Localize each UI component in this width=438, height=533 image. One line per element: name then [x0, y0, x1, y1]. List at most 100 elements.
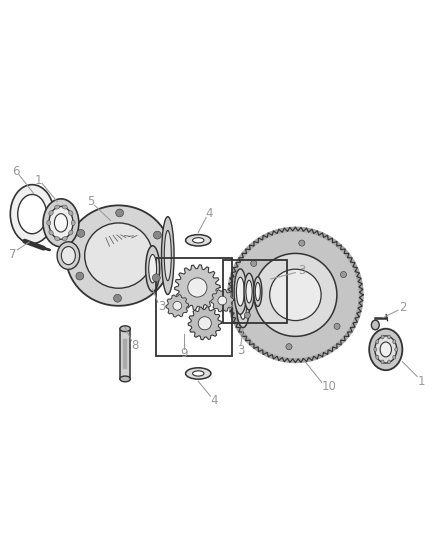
Ellipse shape: [162, 217, 174, 295]
Text: 7: 7: [9, 248, 17, 261]
Ellipse shape: [55, 237, 60, 241]
Ellipse shape: [244, 273, 254, 310]
Ellipse shape: [120, 376, 131, 382]
Ellipse shape: [186, 235, 211, 246]
Text: 9: 9: [180, 348, 188, 360]
Circle shape: [270, 269, 321, 320]
Circle shape: [340, 271, 346, 278]
Polygon shape: [254, 238, 261, 244]
Polygon shape: [295, 359, 301, 362]
Ellipse shape: [18, 195, 46, 234]
Ellipse shape: [186, 368, 211, 379]
Polygon shape: [228, 300, 232, 306]
Polygon shape: [233, 320, 239, 327]
Polygon shape: [246, 245, 252, 252]
Polygon shape: [330, 345, 337, 352]
Polygon shape: [343, 334, 349, 341]
Ellipse shape: [376, 340, 379, 344]
Text: 3: 3: [237, 344, 244, 357]
Polygon shape: [326, 236, 332, 241]
Polygon shape: [339, 245, 345, 252]
Text: 5: 5: [88, 196, 95, 208]
Polygon shape: [229, 278, 233, 284]
Polygon shape: [279, 228, 285, 233]
Ellipse shape: [85, 223, 152, 288]
Circle shape: [153, 231, 161, 239]
Circle shape: [244, 312, 251, 318]
Ellipse shape: [120, 326, 131, 332]
Polygon shape: [339, 338, 345, 345]
Polygon shape: [352, 263, 357, 269]
Bar: [155, 258, 232, 356]
Polygon shape: [356, 311, 361, 317]
Circle shape: [173, 302, 182, 310]
Ellipse shape: [376, 355, 379, 359]
Polygon shape: [284, 228, 290, 232]
Polygon shape: [236, 325, 242, 332]
Ellipse shape: [62, 237, 67, 241]
Polygon shape: [352, 320, 357, 327]
Ellipse shape: [374, 348, 377, 351]
Polygon shape: [346, 253, 352, 260]
Ellipse shape: [395, 348, 398, 351]
Ellipse shape: [381, 335, 384, 339]
Polygon shape: [335, 241, 341, 248]
Ellipse shape: [237, 277, 244, 306]
Circle shape: [334, 324, 340, 329]
Polygon shape: [228, 284, 232, 289]
Ellipse shape: [55, 205, 60, 209]
Polygon shape: [258, 349, 265, 354]
Polygon shape: [230, 311, 235, 317]
Ellipse shape: [49, 206, 73, 239]
Ellipse shape: [237, 284, 250, 328]
Polygon shape: [211, 289, 233, 312]
Text: 10: 10: [322, 380, 337, 393]
Ellipse shape: [11, 184, 54, 244]
Polygon shape: [356, 273, 361, 279]
Polygon shape: [311, 356, 318, 360]
Polygon shape: [166, 295, 189, 317]
Polygon shape: [301, 228, 307, 232]
Polygon shape: [250, 342, 256, 348]
Polygon shape: [228, 289, 232, 295]
Ellipse shape: [254, 277, 262, 306]
Ellipse shape: [388, 335, 391, 339]
Ellipse shape: [246, 280, 252, 303]
Circle shape: [251, 260, 257, 266]
Text: 1: 1: [35, 174, 42, 187]
Ellipse shape: [393, 355, 396, 359]
Polygon shape: [231, 316, 237, 322]
Polygon shape: [231, 268, 237, 274]
Ellipse shape: [375, 336, 397, 363]
Ellipse shape: [240, 292, 247, 319]
Polygon shape: [250, 241, 256, 248]
Ellipse shape: [49, 211, 53, 215]
Polygon shape: [239, 253, 245, 260]
Circle shape: [188, 278, 207, 297]
Polygon shape: [290, 227, 295, 231]
Polygon shape: [242, 249, 248, 255]
Polygon shape: [301, 358, 307, 362]
Polygon shape: [354, 268, 360, 274]
Text: 8: 8: [131, 338, 139, 352]
Polygon shape: [273, 356, 280, 360]
Ellipse shape: [66, 205, 171, 306]
Polygon shape: [349, 325, 355, 332]
Polygon shape: [359, 289, 363, 295]
Polygon shape: [357, 278, 362, 284]
Ellipse shape: [193, 371, 204, 376]
Ellipse shape: [54, 214, 67, 232]
Text: 2: 2: [399, 301, 406, 314]
Circle shape: [198, 317, 212, 330]
Ellipse shape: [393, 340, 396, 344]
Ellipse shape: [57, 242, 80, 269]
Polygon shape: [330, 238, 337, 244]
Polygon shape: [239, 330, 245, 336]
Text: 3: 3: [158, 300, 165, 313]
Ellipse shape: [371, 320, 379, 330]
Circle shape: [286, 344, 292, 350]
Polygon shape: [254, 345, 261, 352]
Ellipse shape: [255, 282, 260, 301]
Polygon shape: [359, 284, 363, 289]
Polygon shape: [290, 359, 295, 362]
